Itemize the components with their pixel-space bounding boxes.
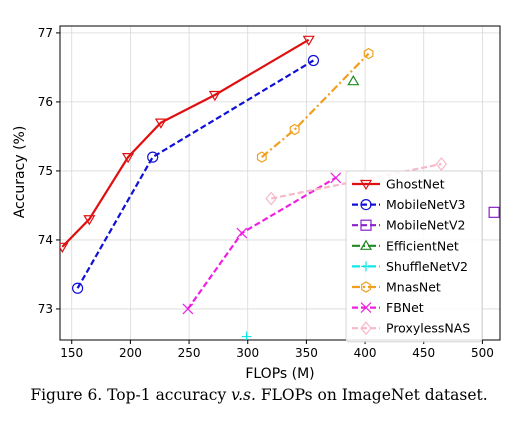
legend-marker-shufflenetv2 <box>361 261 371 272</box>
legend-item-ghostnet: GhostNet <box>352 177 445 192</box>
caption-vs: v.s. <box>231 386 256 404</box>
legend-item-efficientnet: EfficientNet <box>352 238 459 253</box>
legend-label-mobilenetv2: MobileNetV2 <box>386 218 465 233</box>
caption-prefix: Figure 6. Top-1 accuracy <box>30 386 232 404</box>
data-point-ghostnet <box>122 153 135 164</box>
series-ghostnet <box>60 35 315 254</box>
legend-label-efficientnet: EfficientNet <box>386 238 459 253</box>
legend-item-mobilenetv3: MobileNetV3 <box>352 197 465 212</box>
series-mobilenetv3 <box>71 54 320 294</box>
legend-marker-mobilenetv3 <box>360 199 372 211</box>
data-point-ghostnet <box>154 118 167 129</box>
data-point-proxylessnas <box>265 191 277 206</box>
legend-marker-mobilenetv2 <box>360 219 372 231</box>
data-point-mnasnet <box>363 47 374 60</box>
x-tick-label: 350 <box>295 346 318 360</box>
series-line-mnasnet <box>261 52 370 158</box>
data-point-mobilenetv3 <box>147 151 159 163</box>
legend-item-fbnet: FBNet <box>352 300 424 315</box>
y-tick-label: 74 <box>38 233 53 247</box>
data-point-mobilenetv2 <box>488 206 500 218</box>
legend-item-mnasnet: MnasNet <box>352 280 441 295</box>
plot-frame <box>59 25 501 341</box>
y-axis-label: Accuracy (%) <box>12 126 28 219</box>
series-mnasnet <box>256 47 374 163</box>
x-tick-label: 300 <box>236 346 259 360</box>
legend-marker-proxylessnas <box>360 321 372 336</box>
legend-marker-ghostnet <box>359 179 373 191</box>
legend-label-shufflenetv2: ShuffleNetV2 <box>386 259 468 274</box>
legend-marker-mnasnet <box>361 281 371 293</box>
series-line-fbnet <box>187 176 337 310</box>
data-point-mnasnet <box>289 123 300 136</box>
series-mobilenetv2 <box>488 206 500 218</box>
legend-label-mobilenetv3: MobileNetV3 <box>386 197 465 212</box>
series-shufflenetv2 <box>241 331 252 340</box>
figure-caption: Figure 6. Top-1 accuracy v.s. FLOPs on I… <box>0 386 518 404</box>
y-tick-label: 76 <box>38 95 53 109</box>
legend-marker-efficientnet <box>359 239 373 250</box>
data-point-proxylessnas <box>435 157 448 171</box>
y-tick-label: 77 <box>38 26 53 40</box>
data-point-mobilenetv3 <box>307 54 320 67</box>
caption-suffix: FLOPs on ImageNet dataset. <box>255 386 488 404</box>
series-fbnet <box>182 172 342 315</box>
data-point-fbnet <box>182 303 194 315</box>
x-axis-label: FLOPs (M) <box>245 366 314 382</box>
x-tick-label: 500 <box>471 346 494 360</box>
y-tick-label: 73 <box>38 302 53 316</box>
legend-label-mnasnet: MnasNet <box>386 280 441 295</box>
legend-item-shufflenetv2: ShuffleNetV2 <box>352 259 468 274</box>
data-point-ghostnet <box>60 242 69 254</box>
legend: GhostNet MobileNetV3 MobileNetV2 EfficientN… <box>345 170 483 343</box>
x-tick-label: 150 <box>60 346 83 360</box>
legend-label-fbnet: FBNet <box>386 300 424 315</box>
x-tick-label: 400 <box>354 346 377 360</box>
data-point-ghostnet <box>83 215 96 226</box>
data-point-fbnet <box>330 172 342 184</box>
x-tick-label: 250 <box>178 346 201 360</box>
data-point-mobilenetv3 <box>71 282 84 294</box>
legend-label-ghostnet: GhostNet <box>386 177 445 192</box>
legend-marker-fbnet <box>360 302 372 314</box>
legend-item-mobilenetv2: MobileNetV2 <box>352 218 465 233</box>
axes: 150 200 250 300 350 400 450 500 73 74 75 76 77 <box>38 25 501 360</box>
data-point-ghostnet <box>302 35 315 46</box>
data-point-shufflenetv2 <box>241 331 252 340</box>
series-line-mobilenetv3 <box>76 59 314 289</box>
data-point-fbnet <box>236 227 248 239</box>
x-tick-label: 450 <box>412 346 435 360</box>
x-tick-label: 200 <box>119 346 142 360</box>
data-point-ghostnet <box>208 90 221 102</box>
series <box>60 35 500 340</box>
legend-label-proxylessnas: ProxylessNAS <box>386 321 470 336</box>
data-point-efficientnet <box>347 75 360 86</box>
series-efficientnet <box>347 75 360 86</box>
legend-box <box>345 170 483 343</box>
data-point-mnasnet <box>256 151 267 163</box>
legend-item-proxylessnas: ProxylessNAS <box>352 321 470 336</box>
series-line-ghostnet <box>61 38 310 248</box>
y-tick-label: 75 <box>38 164 53 178</box>
